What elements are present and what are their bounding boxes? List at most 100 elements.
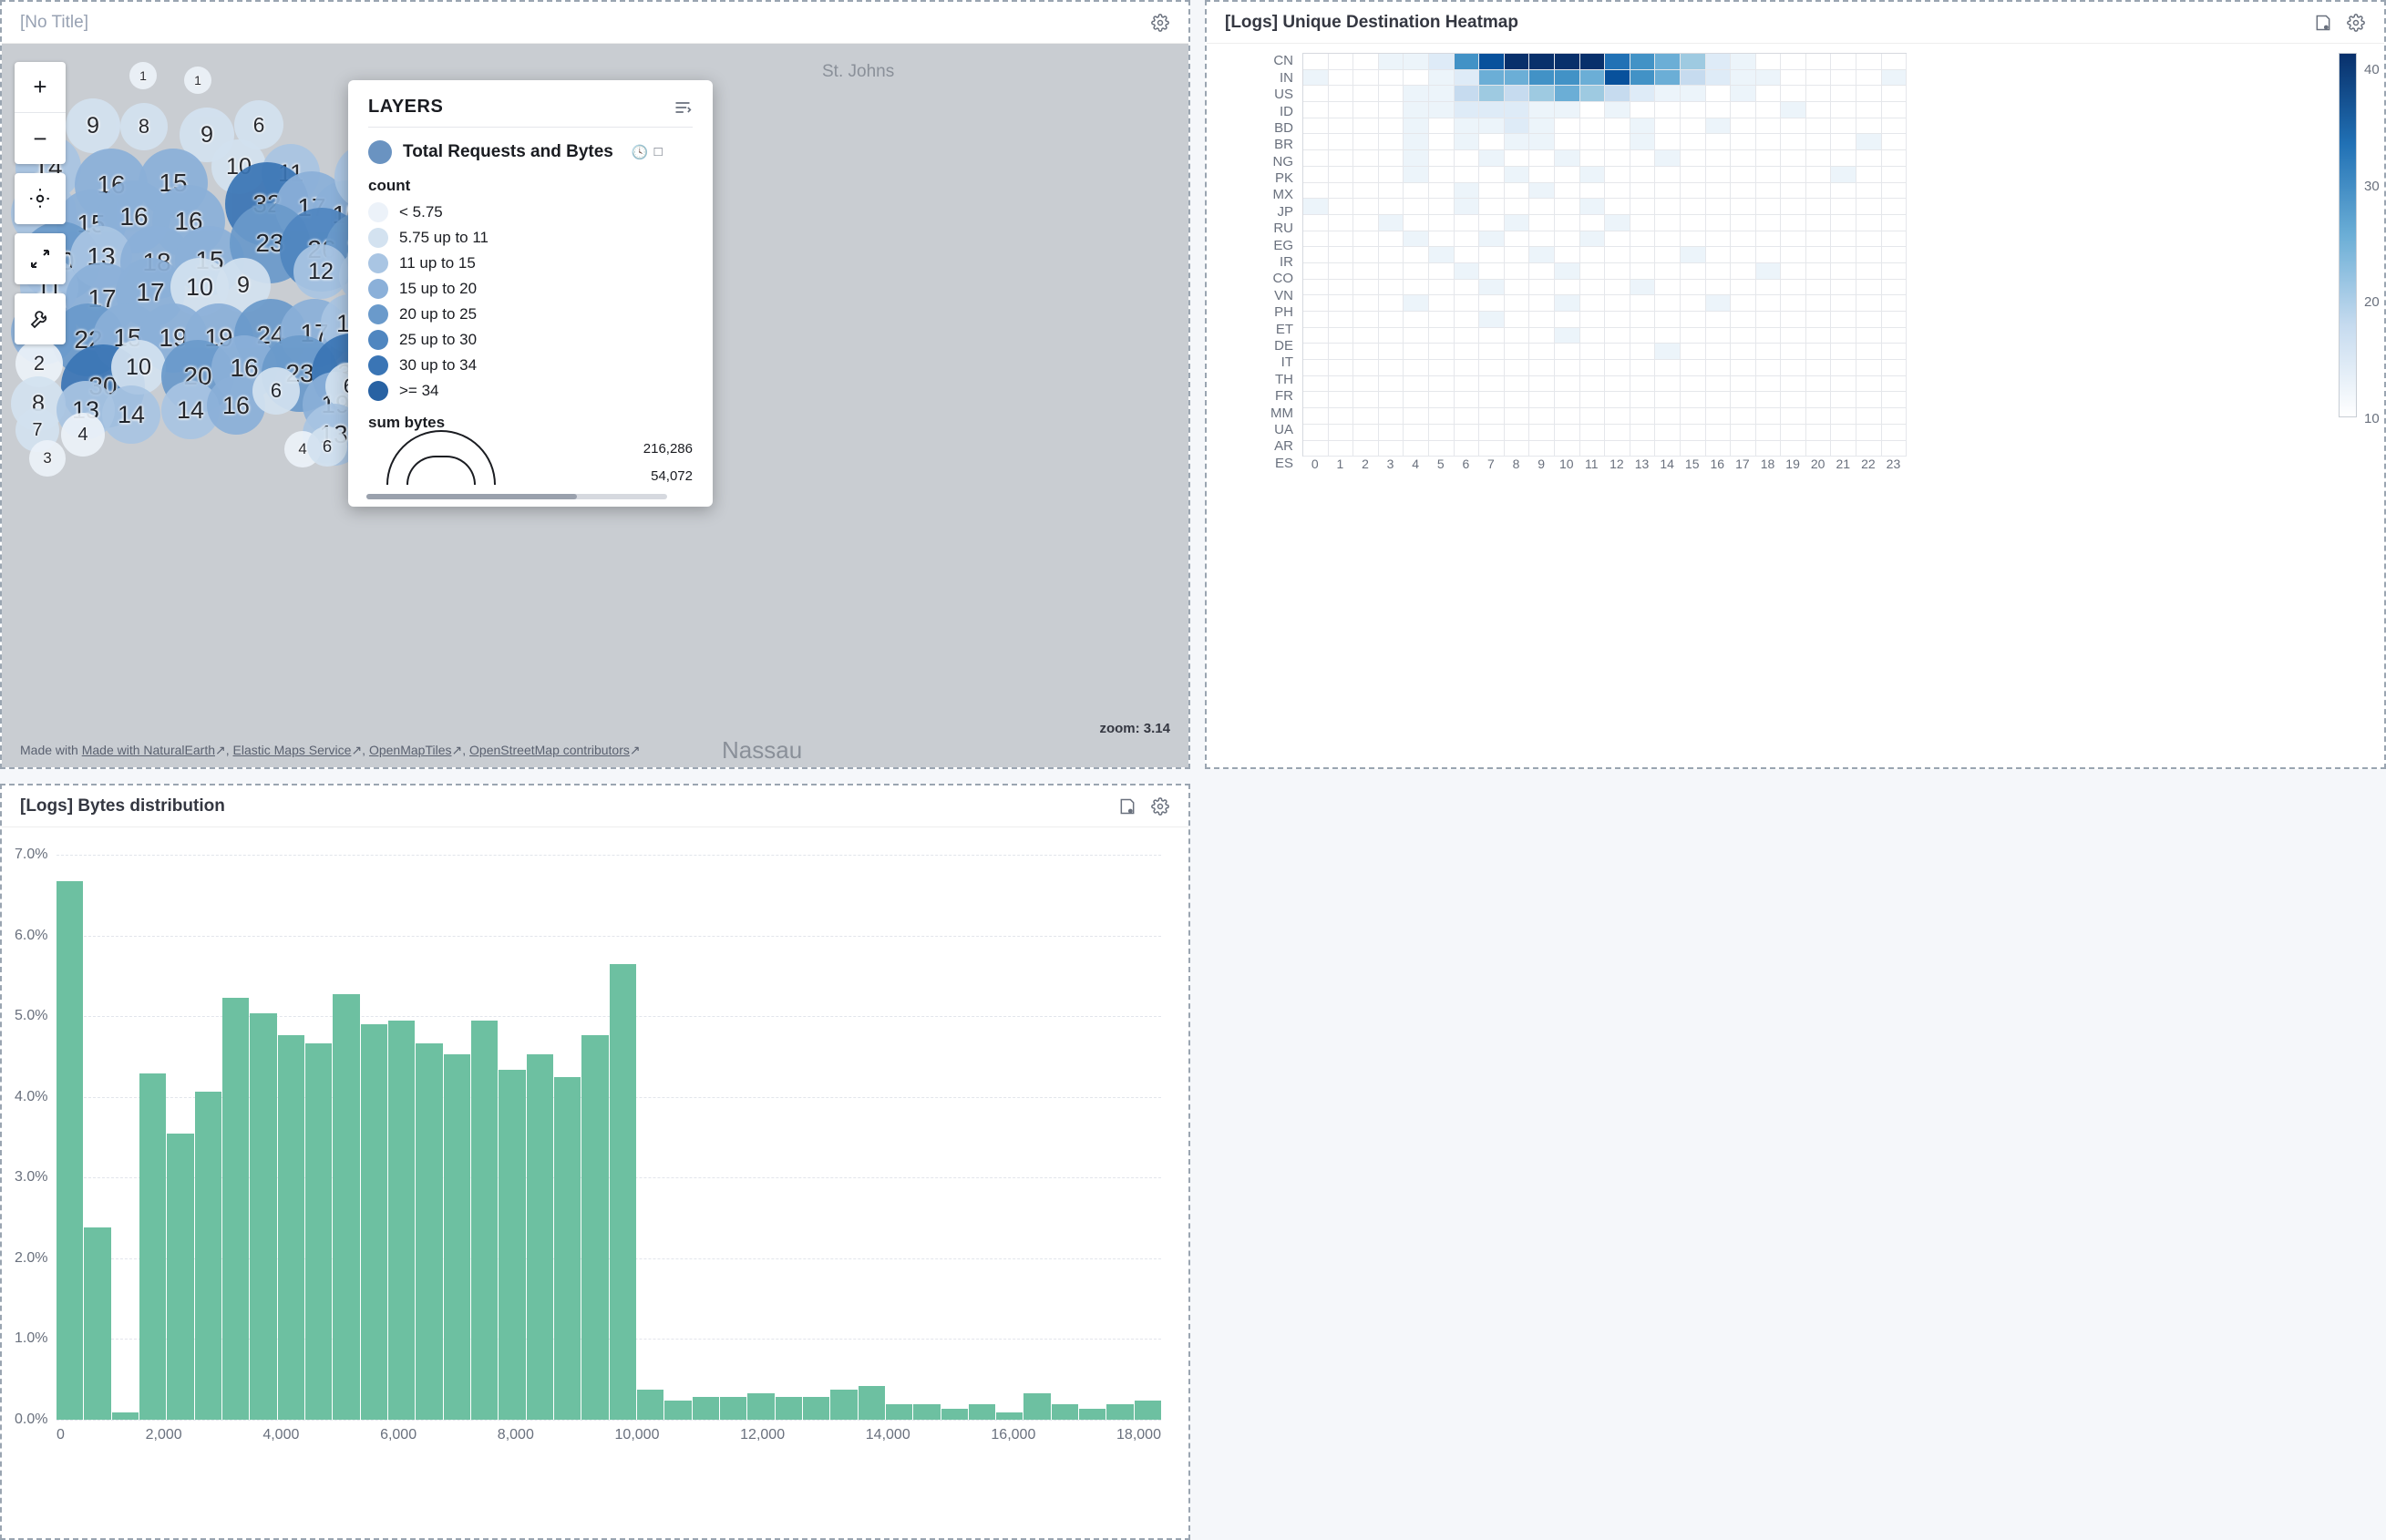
heatmap-cell-PK-22[interactable]: [1856, 167, 1882, 183]
heatmap-cell-ID-3[interactable]: [1379, 102, 1404, 118]
map-bubble-marker[interactable]: 4: [61, 413, 105, 457]
heatmap-cell-IR-9[interactable]: [1529, 247, 1555, 263]
heatmap-cell-CO-15[interactable]: [1681, 263, 1706, 280]
histogram-bar-38[interactable]: [1106, 1404, 1133, 1420]
heatmap-cell-ID-5[interactable]: [1429, 102, 1455, 118]
heatmap-cell-ES-4[interactable]: [1404, 441, 1429, 457]
heatmap-cell-BR-10[interactable]: [1555, 134, 1580, 150]
map-fit-bounds-button[interactable]: [15, 233, 66, 284]
heatmap-cell-AR-2[interactable]: [1353, 425, 1379, 441]
heatmap-cell-EG-6[interactable]: [1455, 231, 1480, 248]
histogram-bar-27[interactable]: [803, 1397, 829, 1420]
heatmap-cell-ES-16[interactable]: [1706, 441, 1732, 457]
heatmap-cell-BR-18[interactable]: [1756, 134, 1782, 150]
heatmap-cell-RU-1[interactable]: [1329, 215, 1354, 231]
heatmap-cell-IR-8[interactable]: [1505, 247, 1530, 263]
heatmap-cell-RU-13[interactable]: [1630, 215, 1656, 231]
heatmap-cell-MX-12[interactable]: [1605, 183, 1630, 200]
heatmap-cell-MX-14[interactable]: [1655, 183, 1681, 200]
layers-reorder-icon[interactable]: [673, 98, 693, 118]
heatmap-cell-VN-20[interactable]: [1806, 280, 1832, 296]
heatmap-cell-PH-17[interactable]: [1731, 295, 1756, 312]
heatmap-cell-BR-1[interactable]: [1329, 134, 1354, 150]
heatmap-cell-CN-17[interactable]: [1731, 54, 1756, 70]
heatmap-cell-NG-18[interactable]: [1756, 150, 1782, 167]
heatmap-cell-JP-9[interactable]: [1529, 199, 1555, 215]
heatmap-cell-AR-9[interactable]: [1529, 425, 1555, 441]
heatmap-cell-NG-5[interactable]: [1429, 150, 1455, 167]
heatmap-cell-RU-2[interactable]: [1353, 215, 1379, 231]
heatmap-cell-BR-2[interactable]: [1353, 134, 1379, 150]
heatmap-cell-EG-11[interactable]: [1580, 231, 1606, 248]
heatmap-cell-VN-22[interactable]: [1856, 280, 1882, 296]
heatmap-cell-AR-11[interactable]: [1580, 425, 1606, 441]
heatmap-cell-CN-22[interactable]: [1856, 54, 1882, 70]
heatmap-cell-IT-16[interactable]: [1706, 344, 1732, 360]
map-zoom-in-button[interactable]: +: [15, 62, 66, 113]
heatmap-cell-FR-15[interactable]: [1681, 376, 1706, 393]
heatmap-cell-EG-23[interactable]: [1882, 231, 1908, 248]
heatmap-cell-AR-20[interactable]: [1806, 425, 1832, 441]
heatmap-cell-DE-4[interactable]: [1404, 328, 1429, 344]
heatmap-cell-ES-7[interactable]: [1479, 441, 1505, 457]
heatmap-cell-ID-11[interactable]: [1580, 102, 1606, 118]
heatmap-cell-CO-20[interactable]: [1806, 263, 1832, 280]
heatmap-cell-MX-20[interactable]: [1806, 183, 1832, 200]
heatmap-cell-ES-6[interactable]: [1455, 441, 1480, 457]
histogram-bar-12[interactable]: [388, 1021, 415, 1420]
histogram-bar-18[interactable]: [554, 1077, 581, 1420]
heatmap-cell-EG-2[interactable]: [1353, 231, 1379, 248]
heatmap-cell-TH-4[interactable]: [1404, 360, 1429, 376]
heatmap-cell-MM-13[interactable]: [1630, 392, 1656, 408]
heatmap-cell-MX-1[interactable]: [1329, 183, 1354, 200]
heatmap-cell-VN-10[interactable]: [1555, 280, 1580, 296]
heatmap-cell-US-22[interactable]: [1856, 86, 1882, 102]
heatmap-cell-JP-23[interactable]: [1882, 199, 1908, 215]
heatmap-cell-US-5[interactable]: [1429, 86, 1455, 102]
heatmap-cell-IR-17[interactable]: [1731, 247, 1756, 263]
histogram-bar-8[interactable]: [278, 1035, 304, 1420]
heatmap-cell-FR-20[interactable]: [1806, 376, 1832, 393]
heatmap-cell-IT-22[interactable]: [1856, 344, 1882, 360]
heatmap-cell-JP-15[interactable]: [1681, 199, 1706, 215]
heatmap-cell-FR-21[interactable]: [1831, 376, 1856, 393]
histogram-bar-11[interactable]: [361, 1024, 387, 1420]
heatmap-cell-IN-0[interactable]: [1303, 70, 1329, 87]
heatmap-cell-FR-19[interactable]: [1781, 376, 1806, 393]
heatmap-cell-CN-1[interactable]: [1329, 54, 1354, 70]
heatmap-cell-TH-6[interactable]: [1455, 360, 1480, 376]
heatmap-cell-EG-16[interactable]: [1706, 231, 1732, 248]
heatmap-cell-DE-17[interactable]: [1731, 328, 1756, 344]
heatmap-cell-IN-12[interactable]: [1605, 70, 1630, 87]
heatmap-cell-BD-23[interactable]: [1882, 118, 1908, 135]
heatmap-cell-BD-0[interactable]: [1303, 118, 1329, 135]
heatmap-cell-PH-20[interactable]: [1806, 295, 1832, 312]
heatmap-cell-CO-22[interactable]: [1856, 263, 1882, 280]
heatmap-cell-MM-8[interactable]: [1505, 392, 1530, 408]
heatmap-cell-MX-7[interactable]: [1479, 183, 1505, 200]
heatmap-cell-FR-5[interactable]: [1429, 376, 1455, 393]
heatmap-cell-CO-13[interactable]: [1630, 263, 1656, 280]
map-tools-button[interactable]: [15, 293, 66, 344]
heatmap-cell-CO-9[interactable]: [1529, 263, 1555, 280]
heatmap-cell-CN-4[interactable]: [1404, 54, 1429, 70]
heatmap-cell-RU-23[interactable]: [1882, 215, 1908, 231]
heatmap-cell-EG-20[interactable]: [1806, 231, 1832, 248]
heatmap-cell-BD-9[interactable]: [1529, 118, 1555, 135]
heatmap-cell-TH-15[interactable]: [1681, 360, 1706, 376]
heatmap-cell-TH-10[interactable]: [1555, 360, 1580, 376]
heatmap-cell-ES-13[interactable]: [1630, 441, 1656, 457]
heatmap-cell-IN-23[interactable]: [1882, 70, 1908, 87]
heatmap-cell-DE-8[interactable]: [1505, 328, 1530, 344]
heatmap-cell-IT-11[interactable]: [1580, 344, 1606, 360]
heatmap-cell-MM-11[interactable]: [1580, 392, 1606, 408]
heatmap-cell-VN-17[interactable]: [1731, 280, 1756, 296]
heatmap-cell-MM-20[interactable]: [1806, 392, 1832, 408]
heatmap-cell-ET-5[interactable]: [1429, 312, 1455, 328]
heatmap-cell-IR-23[interactable]: [1882, 247, 1908, 263]
heatmap-cell-CN-12[interactable]: [1605, 54, 1630, 70]
heatmap-cell-JP-21[interactable]: [1831, 199, 1856, 215]
heatmap-cell-PH-1[interactable]: [1329, 295, 1354, 312]
heatmap-cell-BD-11[interactable]: [1580, 118, 1606, 135]
heatmap-cell-BR-7[interactable]: [1479, 134, 1505, 150]
